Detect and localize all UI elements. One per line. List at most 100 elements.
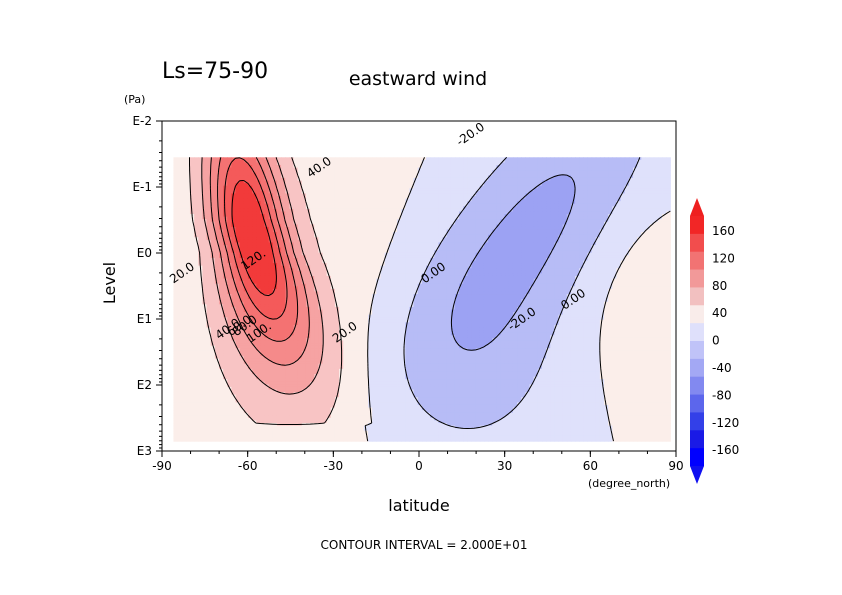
contour-cell (446, 170, 452, 174)
contour-cell (612, 211, 618, 215)
contour-cell (575, 193, 580, 197)
contour-cell (384, 188, 390, 192)
contour-cell (566, 196, 572, 200)
contour-cell (397, 196, 402, 200)
contour-cell (384, 224, 390, 228)
contour-cell (554, 234, 560, 238)
contour-cell (604, 229, 609, 233)
contour-cell (256, 237, 261, 241)
contour-cell (446, 263, 452, 267)
contour-cell (413, 237, 419, 241)
contour-cell (339, 247, 344, 251)
contour-cell (289, 250, 295, 254)
contour-cell (541, 201, 547, 205)
contour-cell (194, 206, 199, 210)
contour-cell (546, 180, 551, 184)
contour-cell (579, 193, 584, 197)
contour-cell (397, 183, 402, 187)
contour-cell (189, 167, 195, 171)
contour-cell (430, 190, 435, 195)
contour-cell (500, 237, 506, 241)
contour-cell (173, 232, 179, 236)
contour-cell (438, 250, 444, 254)
contour-cell (620, 177, 626, 182)
contour-cell (376, 245, 382, 249)
contour-cell (454, 260, 460, 264)
contour-cell (641, 219, 647, 223)
contour-cell (247, 219, 253, 223)
contour-cell (417, 214, 423, 218)
contour-cell (595, 211, 601, 215)
contour-cell (583, 157, 589, 161)
contour-cell (318, 162, 324, 166)
contour-cell (657, 247, 663, 251)
contour-cell (546, 245, 551, 249)
contour-cell (218, 206, 224, 210)
contour-cell (570, 193, 576, 197)
contour-cell (529, 175, 535, 179)
contour-cell (409, 159, 415, 164)
contour-cell (218, 203, 224, 207)
contour-cell (392, 221, 398, 225)
contour-cell (599, 221, 605, 225)
contour-cell (363, 226, 369, 231)
contour-cell (467, 257, 473, 262)
contour-cell (256, 165, 261, 169)
contour-cell (645, 260, 651, 264)
contour-cell (483, 214, 489, 218)
contour-cell (483, 211, 489, 215)
contour-cell (608, 211, 613, 215)
contour-cell (467, 183, 473, 187)
contour-cell (475, 167, 481, 171)
contour-cell (343, 234, 348, 238)
contour-cell (388, 159, 394, 164)
contour-cell (454, 242, 460, 246)
contour-cell (471, 214, 477, 218)
contour-cell (649, 242, 655, 246)
contour-cell (359, 196, 365, 200)
contour-cell (372, 260, 377, 264)
contour-cell (185, 206, 191, 210)
contour-cell (351, 159, 357, 164)
contour-cell (430, 257, 435, 262)
contour-cell (181, 211, 187, 215)
contour-cell (326, 162, 332, 166)
contour-cell (500, 234, 506, 238)
contour-cell (314, 206, 319, 210)
contour-cell (185, 193, 191, 197)
contour-cell (583, 252, 589, 256)
contour-cell (318, 193, 324, 197)
contour-cell (624, 226, 630, 231)
contour-cell (384, 183, 390, 187)
contour-cell (645, 177, 651, 182)
contour-cell (210, 252, 216, 256)
contour-cell (339, 216, 344, 220)
contour-cell (322, 245, 328, 249)
contour-cell (554, 219, 560, 223)
contour-cell (363, 165, 369, 169)
contour-cell (421, 167, 427, 171)
contour-cell (467, 234, 473, 238)
contour-cell (508, 157, 514, 161)
contour-cell (430, 188, 435, 192)
contour-cell (587, 206, 593, 210)
contour-cell (268, 175, 274, 179)
contour-cell (488, 162, 493, 166)
contour-cell (397, 188, 402, 192)
contour-cell (223, 165, 228, 169)
contour-cell (252, 221, 257, 225)
contour-cell (421, 188, 427, 192)
contour-cell (339, 208, 344, 213)
contour-cell (537, 211, 543, 215)
contour-cell (575, 211, 580, 215)
contour-cell (252, 229, 257, 233)
contour-cell (413, 193, 419, 197)
contour-cell (657, 159, 663, 164)
contour-cell (351, 162, 357, 166)
contour-cell (521, 180, 526, 184)
contour-cell (434, 226, 440, 231)
contour-cell (508, 245, 514, 249)
contour-cell (653, 196, 659, 200)
contour-cell (537, 167, 543, 171)
contour-cell (633, 255, 638, 259)
